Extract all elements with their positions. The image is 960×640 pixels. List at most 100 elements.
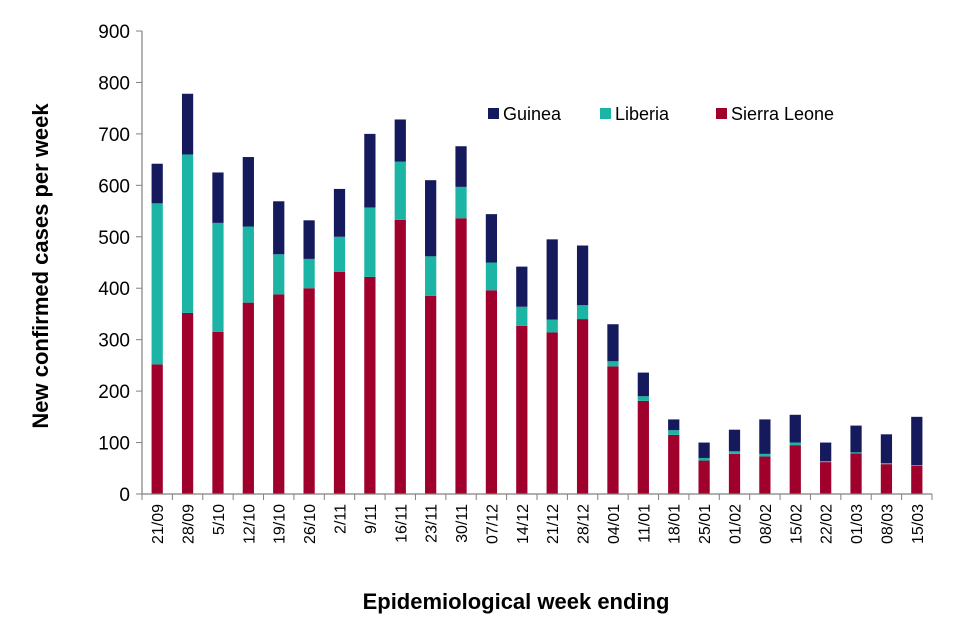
bar-sierra-leone-15-02	[789, 445, 801, 494]
bar-guinea-08-03	[880, 434, 893, 464]
bar-liberia-08-02	[759, 453, 771, 457]
x-tick-label: 26/10	[302, 504, 319, 544]
x-tick-label: 21/09	[150, 504, 167, 544]
bar-liberia-14-12	[516, 306, 528, 326]
bar-liberia-30-11	[455, 186, 467, 219]
bar-sierra-leone-08-03	[880, 464, 893, 494]
bar-guinea-01-02	[728, 429, 741, 452]
y-axis-title: New confirmed cases per week	[28, 103, 53, 429]
x-tick-label: 01/03	[849, 504, 866, 544]
bar-liberia-26-10	[303, 258, 315, 289]
bar-guinea-12-10	[242, 157, 254, 227]
legend-label-sierra-leone: Sierra Leone	[731, 104, 834, 124]
bar-guinea-15-02	[789, 414, 801, 443]
x-tick-label: 12/10	[241, 504, 258, 544]
bar-sierra-leone-9-11	[364, 276, 376, 494]
bar-guinea-9-11	[364, 133, 376, 208]
bar-liberia-28-09	[181, 154, 194, 313]
bar-guinea-5-10	[212, 172, 224, 223]
bar-liberia-28-12	[576, 305, 589, 320]
x-tick-label: 04/01	[606, 504, 623, 544]
bar-guinea-07-12	[485, 214, 498, 263]
x-tick-label: 5/10	[211, 504, 228, 535]
bar-liberia-15-03	[911, 465, 923, 466]
bar-guinea-15-03	[911, 416, 923, 466]
x-tick-label: 28/09	[181, 504, 198, 544]
bar-sierra-leone-04-01	[607, 366, 619, 494]
bar-guinea-2-11	[333, 188, 346, 237]
bar-guinea-22-02	[820, 442, 832, 462]
bar-liberia-23-11	[425, 256, 437, 296]
bar-guinea-14-12	[516, 266, 528, 307]
bar-sierra-leone-28-09	[181, 312, 194, 494]
bar-sierra-leone-21-12	[546, 332, 558, 494]
x-tick-label: 08/02	[758, 504, 775, 544]
bar-sierra-leone-07-12	[485, 290, 498, 494]
bar-sierra-leone-22-02	[820, 462, 832, 494]
y-tick-label: 900	[98, 22, 130, 43]
y-tick-label: 700	[98, 125, 130, 146]
bar-sierra-leone-19-10	[273, 294, 285, 494]
bar-sierra-leone-5-10	[212, 331, 224, 494]
y-tick-label: 300	[98, 331, 130, 352]
bar-guinea-28-12	[576, 245, 589, 306]
x-tick-label: 25/01	[697, 504, 714, 544]
legend: Guinea Liberia Sierra Leone	[488, 104, 834, 124]
bar-sierra-leone-12-10	[242, 302, 254, 494]
x-tick-label: 15/02	[788, 504, 805, 544]
bar-guinea-28-09	[181, 93, 194, 155]
x-tick-label: 11/01	[636, 504, 653, 543]
legend-swatch-guinea	[488, 108, 499, 119]
bar-liberia-21-12	[546, 319, 558, 333]
bar-sierra-leone-28-12	[576, 319, 589, 494]
bar-guinea-18-01	[668, 419, 680, 431]
bar-sierra-leone-21-09	[151, 364, 163, 494]
bar-sierra-leone-16-11	[394, 219, 406, 495]
y-tick-label: 100	[98, 434, 130, 455]
legend-label-guinea: Guinea	[503, 104, 562, 124]
bar-sierra-leone-01-02	[728, 453, 741, 494]
bar-liberia-04-01	[607, 361, 619, 367]
bar-guinea-23-11	[425, 180, 437, 257]
x-tick-label: 15/03	[910, 504, 927, 544]
x-tick-label: 18/01	[667, 504, 684, 544]
y-tick-label: 500	[98, 228, 130, 249]
bar-sierra-leone-30-11	[455, 218, 467, 494]
x-tick-label: 16/11	[393, 504, 410, 543]
bar-liberia-5-10	[212, 222, 224, 332]
y-tick-label: 400	[98, 279, 130, 300]
x-axis-title: Epidemiological week ending	[363, 589, 670, 614]
bar-liberia-11-01	[637, 396, 649, 401]
bar-liberia-07-12	[485, 262, 498, 291]
bar-liberia-15-02	[789, 442, 801, 446]
bar-liberia-22-02	[820, 461, 832, 463]
bar-sierra-leone-26-10	[303, 288, 315, 494]
bar-guinea-11-01	[637, 372, 649, 397]
bar-sierra-leone-25-01	[698, 460, 710, 494]
x-tick-label: 01/02	[728, 504, 745, 544]
x-tick-label: 21/12	[545, 504, 562, 544]
bar-guinea-08-02	[759, 419, 771, 454]
bar-guinea-16-11	[394, 119, 406, 162]
bar-sierra-leone-15-03	[911, 465, 923, 494]
bar-liberia-12-10	[242, 226, 254, 303]
y-tick-label: 600	[98, 176, 130, 197]
x-tick-label: 9/11	[363, 504, 380, 534]
bar-sierra-leone-18-01	[668, 434, 680, 494]
y-tick-label: 0	[119, 485, 130, 506]
y-tick-labels: 0 100 200 300 400 500 600 700 800 900	[98, 22, 130, 506]
bar-liberia-01-03	[850, 452, 862, 454]
bar-sierra-leone-08-02	[759, 456, 771, 494]
bar-liberia-16-11	[394, 161, 406, 220]
bar-liberia-01-02	[728, 451, 741, 454]
bar-guinea-30-11	[455, 146, 467, 187]
legend-swatch-sierra-leone	[716, 108, 727, 119]
x-tick-label: 08/03	[879, 504, 896, 544]
legend-label-liberia: Liberia	[615, 104, 670, 124]
bar-liberia-25-01	[698, 457, 710, 461]
bar-guinea-21-12	[546, 239, 558, 320]
bar-guinea-26-10	[303, 220, 315, 259]
y-tick-label: 800	[98, 73, 130, 94]
legend-swatch-liberia	[600, 108, 611, 119]
